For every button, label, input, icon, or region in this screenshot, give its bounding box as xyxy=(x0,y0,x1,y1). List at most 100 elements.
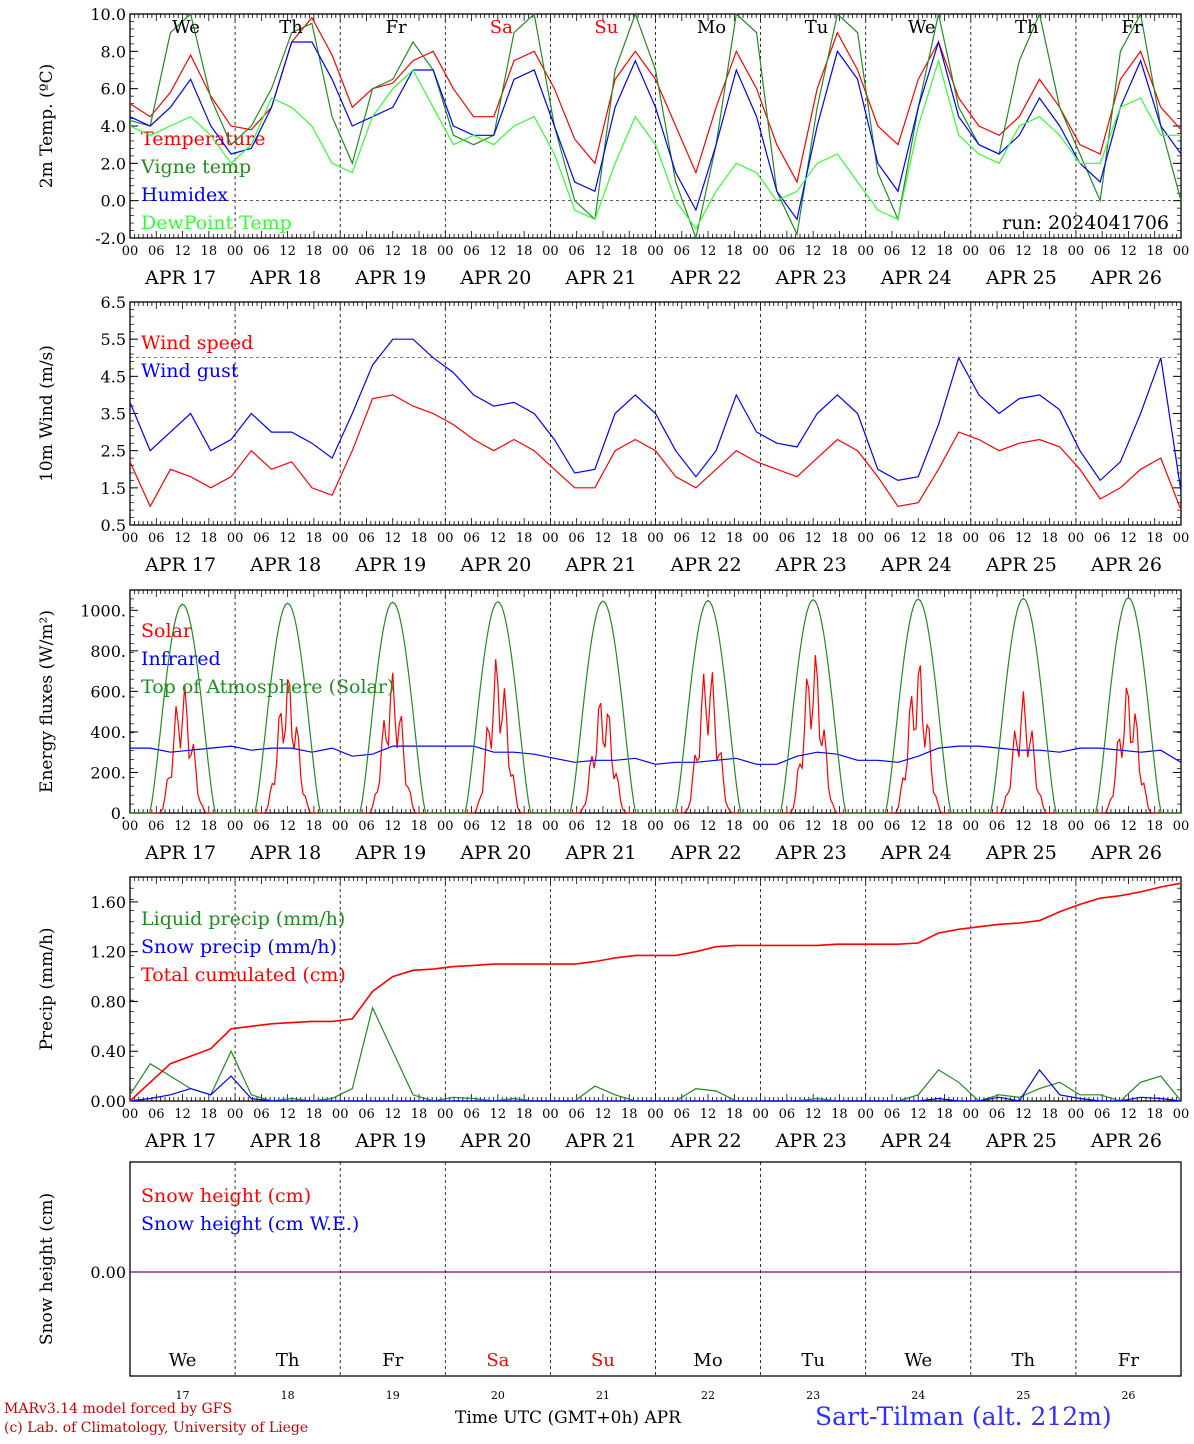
legend-entry: Total cumulated (cm) xyxy=(141,964,346,986)
legend-entry: Wind speed xyxy=(141,332,253,354)
date-label: APR 24 xyxy=(880,554,952,576)
y-tick-label: 600. xyxy=(90,682,126,701)
hour-label: 06 xyxy=(884,531,901,546)
hour-label: 00 xyxy=(647,531,664,546)
hour-label: 12 xyxy=(384,819,401,834)
hour-label: 18 xyxy=(726,531,743,546)
weekday-label: Sa xyxy=(490,17,513,38)
series-line-blue xyxy=(129,39,1182,221)
panel-wind: 0.5 1.5 2.5 3.5 4.5 5.5 6.5 10m Wind (m/s) Wind … xyxy=(37,293,1189,576)
day-number: 20 xyxy=(491,1389,505,1402)
day-number: 18 xyxy=(281,1389,295,1402)
y-tick-label: 0.40 xyxy=(90,1042,126,1061)
hour-label: 06 xyxy=(779,531,796,546)
y-tick-label: 1.60 xyxy=(90,893,126,912)
hour-label: 18 xyxy=(306,1107,323,1122)
date-label: APR 25 xyxy=(985,267,1057,289)
hour-label: 18 xyxy=(1146,531,1163,546)
date-label: APR 23 xyxy=(775,842,847,864)
date-label: APR 25 xyxy=(985,554,1057,576)
hour-label: 06 xyxy=(989,1107,1006,1122)
date-label: APR 24 xyxy=(880,267,952,289)
y-tick-label: 800. xyxy=(90,642,126,661)
weekday-label: We xyxy=(908,17,936,38)
y-axis-label: Precip (mm/h) xyxy=(37,927,57,1050)
hour-label: 18 xyxy=(516,1107,533,1122)
hour-label: 12 xyxy=(910,244,927,259)
hour-label: 00 xyxy=(1173,819,1190,834)
hour-label: 12 xyxy=(805,1107,822,1122)
date-label: APR 21 xyxy=(564,267,636,289)
hour-label: 18 xyxy=(516,819,533,834)
series-line-light_green xyxy=(129,58,1181,230)
y-tick-label: 4.5 xyxy=(101,367,126,386)
hour-label: 18 xyxy=(936,244,953,259)
legend-entry: Temperature xyxy=(141,128,265,150)
hour-label: 12 xyxy=(279,244,296,259)
weekday-label: We xyxy=(172,17,200,38)
date-label: APR 22 xyxy=(670,842,742,864)
hour-label: 12 xyxy=(700,244,717,259)
hour-label: 06 xyxy=(779,1107,796,1122)
hour-label: 06 xyxy=(884,244,901,259)
hour-label: 18 xyxy=(726,244,743,259)
hour-label: 00 xyxy=(437,1107,454,1122)
hour-label: 18 xyxy=(936,1107,953,1122)
y-tick-label: 4.0 xyxy=(101,117,126,136)
hour-label: 12 xyxy=(595,1107,612,1122)
hour-label: 12 xyxy=(805,244,822,259)
legend-entry: Infrared xyxy=(141,648,221,670)
hour-label: 18 xyxy=(1041,531,1058,546)
hour-label: 18 xyxy=(831,1107,848,1122)
date-label: APR 19 xyxy=(354,842,426,864)
hour-label: 00 xyxy=(332,1107,349,1122)
day-number: 24 xyxy=(911,1389,925,1402)
weekday-label: Sa xyxy=(486,1350,509,1371)
day-number: 21 xyxy=(596,1389,610,1402)
model-credit: MARv3.14 model forced by GFS xyxy=(4,1401,233,1417)
y-tick-label: 5.5 xyxy=(101,330,126,349)
hour-label: 12 xyxy=(490,531,507,546)
date-label: APR 18 xyxy=(249,267,321,289)
date-label: APR 20 xyxy=(459,554,531,576)
y-tick-label: 0.0 xyxy=(101,192,126,211)
hour-label: 00 xyxy=(857,1107,874,1122)
date-label: APR 25 xyxy=(985,1130,1057,1152)
hour-label: 06 xyxy=(148,244,165,259)
y-tick-label: 2.0 xyxy=(101,154,126,173)
hour-label: 00 xyxy=(332,819,349,834)
y-tick-label: 400. xyxy=(90,723,126,742)
hour-label: 00 xyxy=(1173,531,1190,546)
date-label: APR 26 xyxy=(1090,1130,1162,1152)
date-label: APR 17 xyxy=(144,554,216,576)
hour-label: 12 xyxy=(490,819,507,834)
date-label: APR 20 xyxy=(459,1130,531,1152)
weekday-label: Su xyxy=(591,1350,615,1371)
hour-label: 06 xyxy=(358,531,375,546)
hour-label: 12 xyxy=(1120,1107,1137,1122)
hour-label: 18 xyxy=(1041,244,1058,259)
hour-label: 18 xyxy=(306,531,323,546)
hour-label: 00 xyxy=(857,819,874,834)
hour-label: 12 xyxy=(1120,819,1137,834)
date-label: APR 26 xyxy=(1090,267,1162,289)
hour-label: 00 xyxy=(227,244,244,259)
hour-label: 18 xyxy=(621,531,638,546)
hour-label: 12 xyxy=(1015,531,1032,546)
series-line-blue xyxy=(129,1068,1182,1102)
hour-label: 00 xyxy=(122,244,139,259)
weekday-label: Th xyxy=(1012,1350,1036,1371)
hour-label: 06 xyxy=(779,244,796,259)
hour-label: 12 xyxy=(384,244,401,259)
hour-label: 00 xyxy=(542,1107,559,1122)
hour-label: 18 xyxy=(621,819,638,834)
x-axis-month: APR xyxy=(644,1408,681,1428)
hour-label: 18 xyxy=(201,819,218,834)
legend-entry: Humidex xyxy=(141,184,228,206)
hour-label: 12 xyxy=(805,531,822,546)
date-label: APR 19 xyxy=(354,267,426,289)
y-tick-label: 200. xyxy=(90,763,126,782)
hour-label: 00 xyxy=(1173,244,1190,259)
